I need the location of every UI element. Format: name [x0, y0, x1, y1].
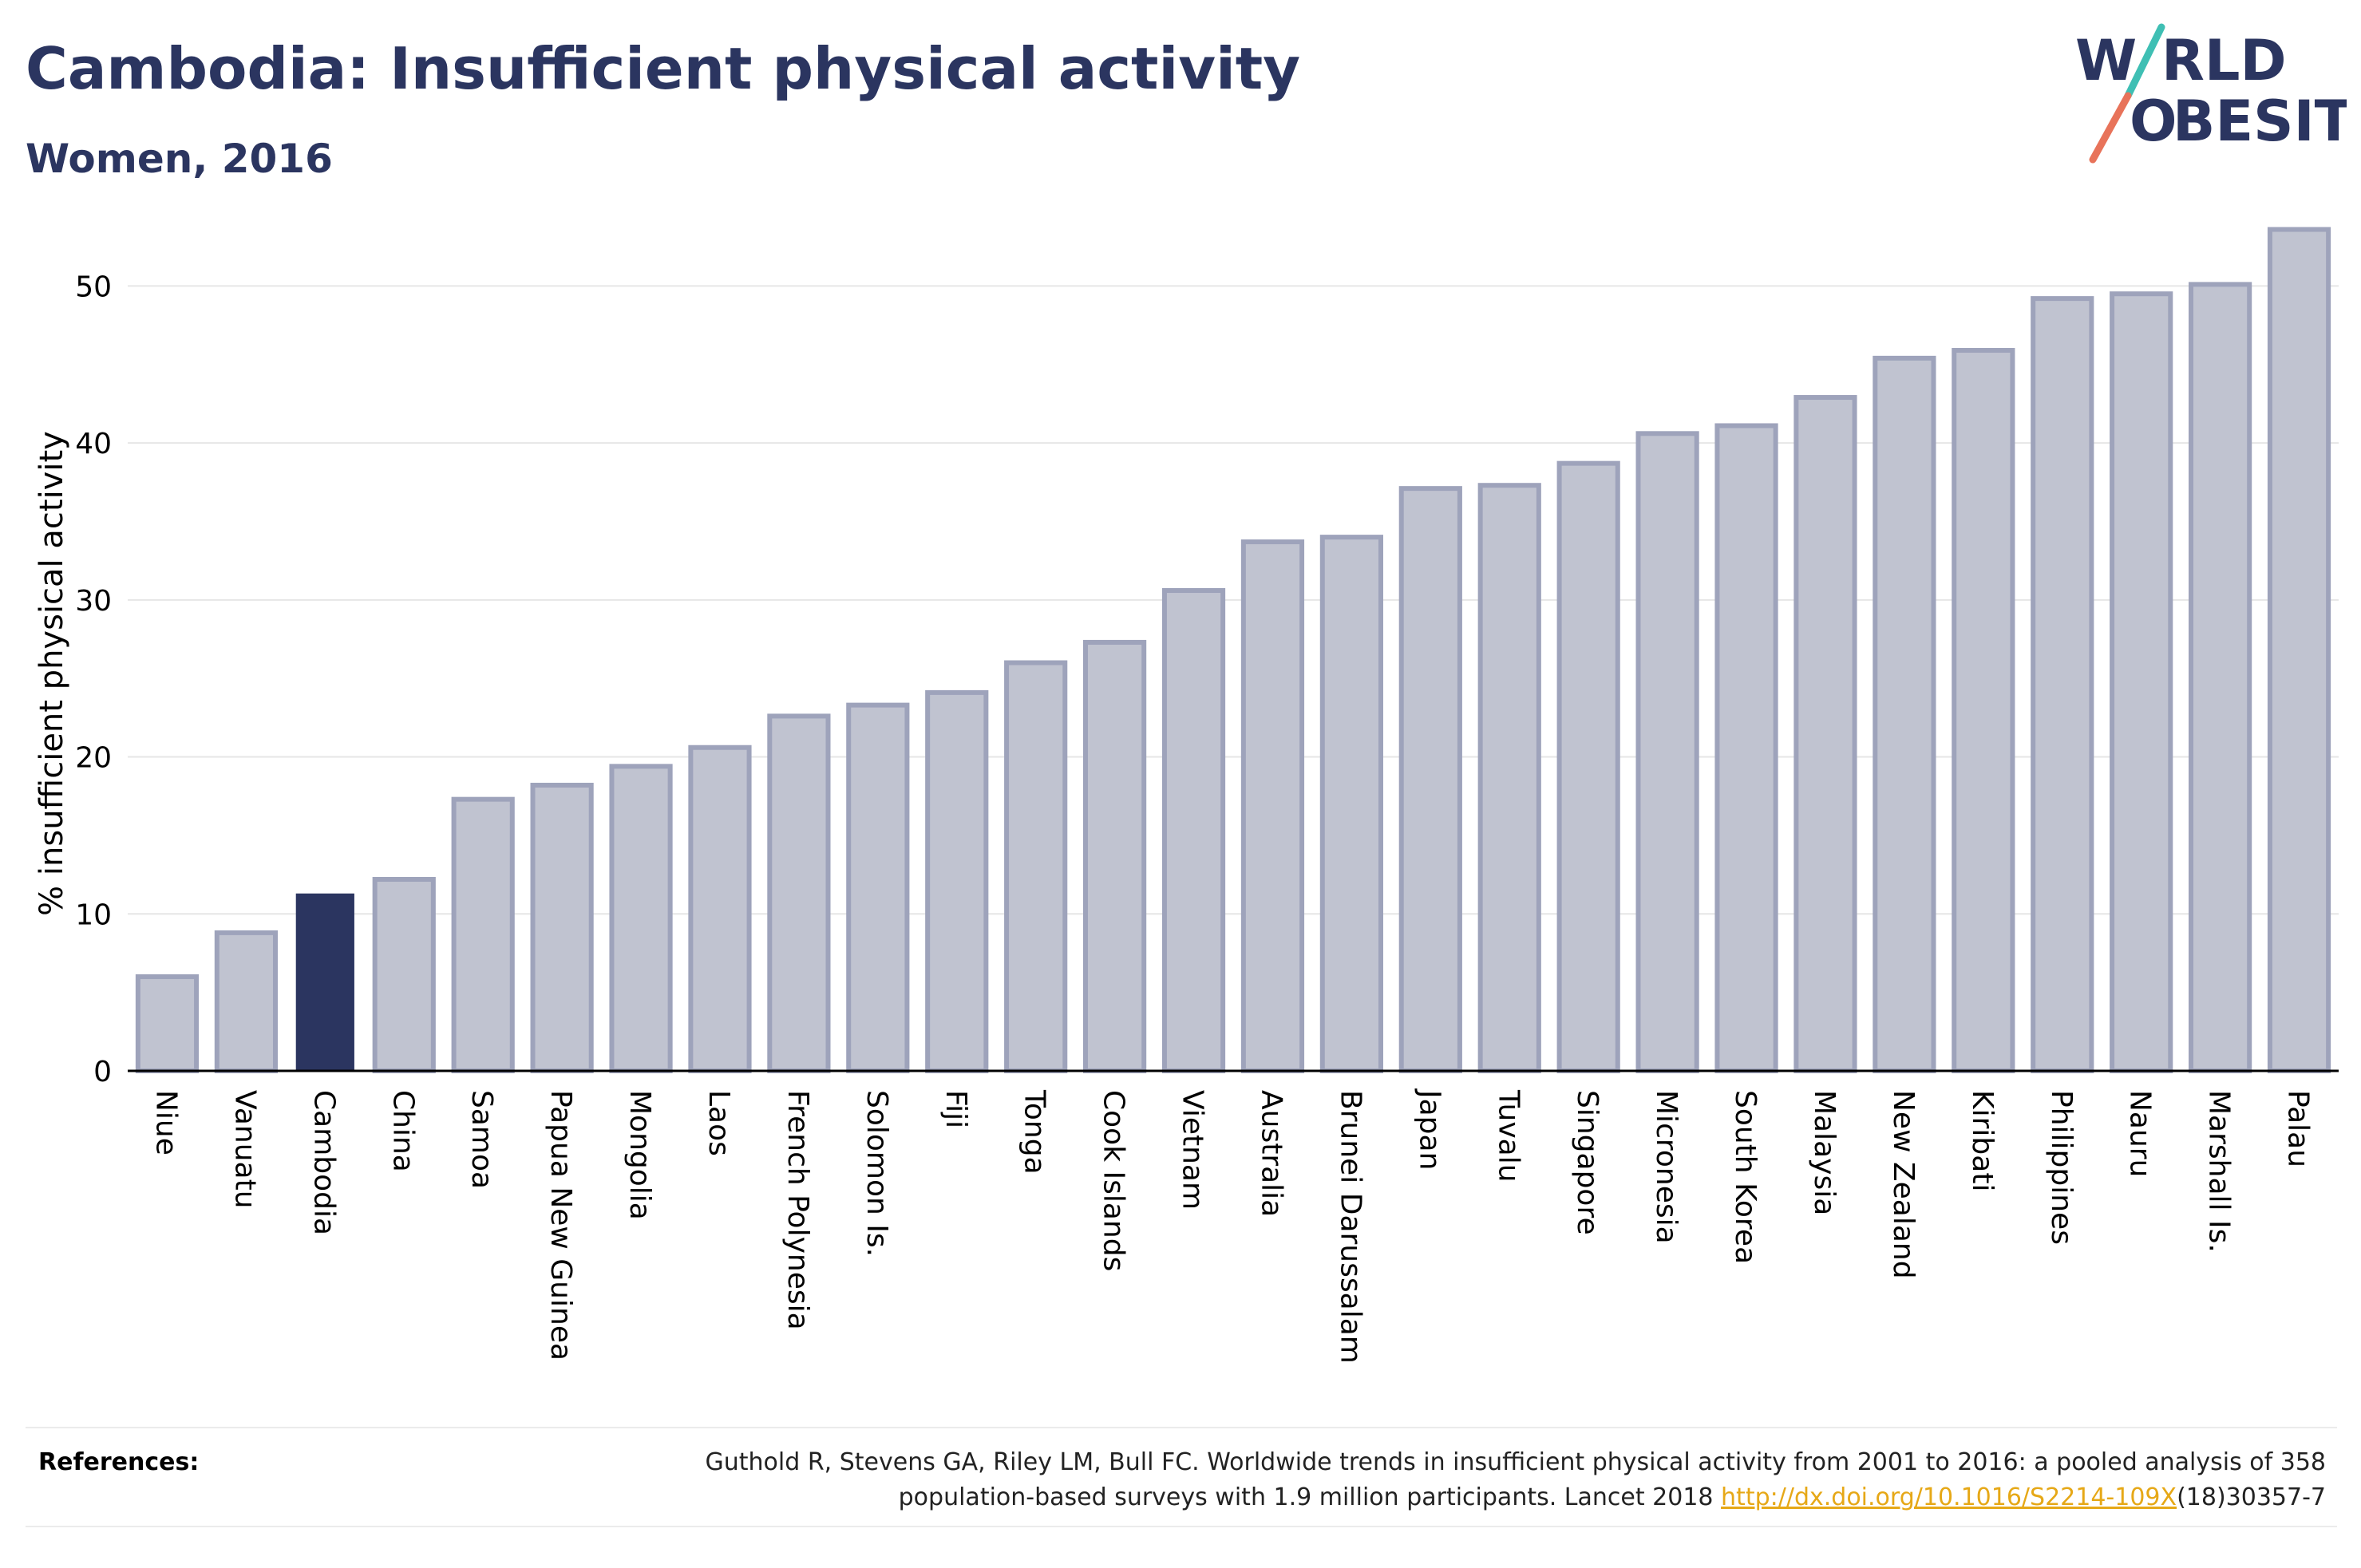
bar-nauru: [2110, 291, 2173, 1073]
bar-japan: [1398, 486, 1462, 1073]
bar-fiji: [925, 689, 989, 1073]
references-doi-link[interactable]: http://dx.doi.org/10.1016/S2214-109X: [1721, 1483, 2177, 1511]
x-tick-label: Brunei Darussalam: [1334, 1090, 1366, 1364]
x-tick-label: Australia: [1255, 1090, 1287, 1217]
x-tick-label: Vietnam: [1177, 1090, 1209, 1210]
bar-kiribati: [1952, 348, 2015, 1074]
x-tick-label: China: [386, 1090, 419, 1172]
x-tick-label: Nauru: [2124, 1090, 2157, 1177]
bar-french-polynesia: [767, 713, 831, 1073]
bar-brunei-darussalam: [1319, 535, 1383, 1073]
bar-cook-islands: [1083, 639, 1147, 1073]
chart-title: Cambodia: Insufficient physical activity: [26, 35, 1301, 102]
bar-new-zealand: [1873, 355, 1936, 1074]
y-axis-label: % insufficient physical activity: [34, 431, 70, 916]
bar-solomon-is: [846, 702, 910, 1073]
x-tick-label: South Korea: [1729, 1090, 1762, 1264]
x-tick-label: Vanuatu: [228, 1090, 261, 1209]
x-tick-label: Tonga: [1018, 1089, 1051, 1175]
references-line2-suffix: (18)30357-7: [2177, 1483, 2326, 1511]
bar-papua-new-guinea: [530, 782, 594, 1073]
bar-vanuatu: [214, 930, 278, 1073]
bar-malaysia: [1793, 395, 1857, 1074]
y-tick-label: 30: [75, 585, 112, 618]
x-tick-label: Mongolia: [623, 1090, 656, 1220]
x-tick-label: Fiji: [939, 1090, 972, 1128]
references-divider-bottom: [26, 1526, 2337, 1527]
logo-text-rld: RLD: [2161, 28, 2287, 93]
x-tick-label: Japan: [1413, 1088, 1445, 1170]
logo-text-o: O: [2130, 89, 2177, 154]
x-tick-label: Malaysia: [1808, 1090, 1841, 1215]
x-tick-labels: Niue Vanuatu Cambodia China Samoa Papua New G…: [149, 1088, 2314, 1364]
bars: [135, 227, 2331, 1074]
bar-tonga: [1004, 660, 1068, 1073]
logo-slash-bottom: [2089, 92, 2132, 164]
references-divider-top: [26, 1427, 2337, 1428]
references-line2-prefix: population-based surveys with 1.9 millio…: [898, 1483, 1722, 1511]
bar-vietnam: [1161, 588, 1226, 1073]
y-tick-label: 10: [75, 899, 112, 931]
x-tick-label: French Polynesia: [781, 1090, 814, 1330]
chart-subtitle: Women, 2016: [26, 136, 333, 182]
y-tick-labels: 0 10 20 30 40 50: [75, 271, 112, 1088]
x-tick-label: Palau: [2282, 1090, 2315, 1167]
x-tick-label: New Zealand: [1887, 1090, 1920, 1279]
bar-philippines: [2031, 296, 2094, 1073]
logo-text-besity: BESITY: [2173, 89, 2347, 154]
y-tick-label: 0: [93, 1056, 112, 1088]
references-line1: Guthold R, Stevens GA, Riley LM, Bull FC…: [705, 1448, 2326, 1476]
bar-australia: [1240, 539, 1305, 1073]
bar-south-korea: [1714, 423, 1778, 1073]
logo-text-w: W: [2075, 28, 2137, 93]
x-tick-label: Niue: [149, 1090, 182, 1155]
world-obesity-logo: W RLD O BESITY: [2075, 23, 2347, 164]
references-label: References:: [38, 1448, 200, 1476]
logo-slash-top: [2124, 23, 2165, 100]
bar-laos: [688, 745, 752, 1073]
bar-palau: [2267, 227, 2331, 1073]
bar-china: [372, 876, 436, 1073]
x-tick-label: Tuvalu: [1492, 1089, 1525, 1183]
x-tick-label: Samoa: [465, 1090, 498, 1189]
x-tick-label: Kiribati: [1966, 1090, 1999, 1191]
x-tick-label: Laos: [702, 1090, 735, 1156]
y-tick-label: 50: [75, 271, 112, 303]
bar-micronesia: [1635, 431, 1699, 1073]
y-tick-label: 40: [75, 428, 112, 460]
x-tick-label: Papua New Guinea: [544, 1090, 577, 1361]
references-text: Guthold R, Stevens GA, Riley LM, Bull FC…: [490, 1445, 2326, 1515]
x-tick-label: Cook Islands: [1097, 1090, 1130, 1271]
x-tick-label: Solomon Is.: [860, 1090, 893, 1257]
bar-marshall-is: [2189, 282, 2252, 1073]
bar-singapore: [1556, 460, 1620, 1073]
x-tick-label: Cambodia: [307, 1090, 340, 1235]
x-tick-label: Singapore: [1571, 1090, 1604, 1235]
x-tick-label: Marshall Is.: [2203, 1090, 2236, 1253]
bar-samoa: [451, 796, 515, 1073]
bar-chart: 0 10 20 30 40 50 Niue Vanuatu Cambodia China Samo…: [34, 227, 2339, 1364]
bar-niue: [135, 974, 200, 1073]
y-tick-label: 20: [75, 742, 112, 775]
x-tick-label: Micronesia: [1650, 1090, 1683, 1244]
bar-cambodia: [295, 893, 354, 1071]
x-tick-label: Philippines: [2045, 1090, 2078, 1245]
bar-mongolia: [609, 764, 673, 1074]
bar-tuvalu: [1477, 483, 1541, 1073]
